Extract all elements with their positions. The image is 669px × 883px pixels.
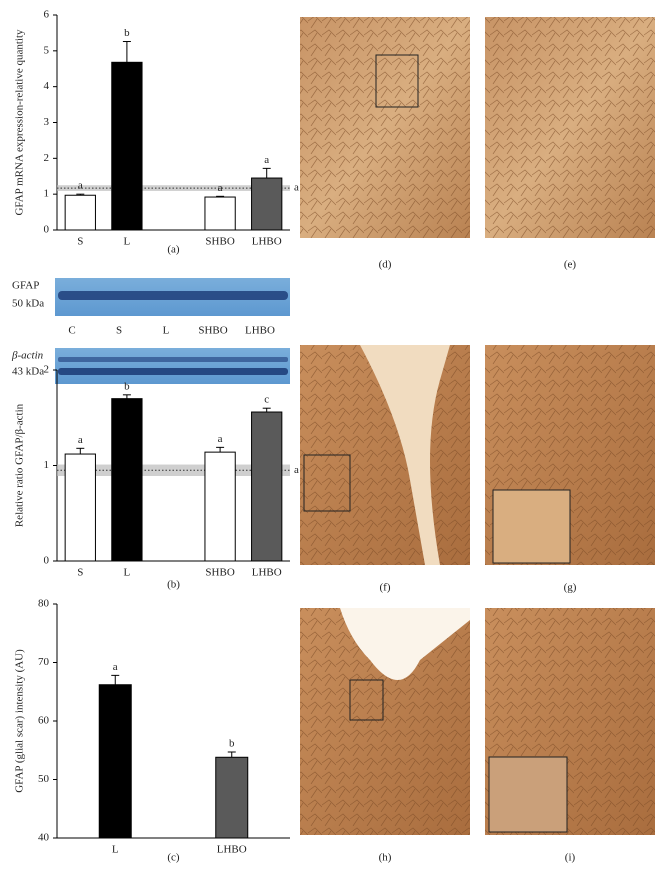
- panel-label: (a): [167, 244, 180, 256]
- panel-label: (d): [379, 259, 392, 271]
- y-tick-label: 60: [38, 715, 50, 727]
- significance-letter: a: [218, 433, 223, 445]
- y-axis-label: GFAP mRNA expression-relative quantity: [14, 29, 26, 216]
- panel-label: (c): [167, 852, 180, 864]
- y-tick-label: 1: [44, 188, 50, 200]
- x-tick-label: LHBO: [252, 567, 282, 579]
- x-tick-label: SHBO: [205, 567, 234, 579]
- panel-label: (f): [380, 582, 391, 594]
- significance-letter: a: [113, 661, 118, 673]
- blot-label: 43 kDa: [12, 366, 44, 378]
- gfap-blot: [55, 278, 290, 316]
- bar: [251, 411, 283, 562]
- y-axis-label: Relative ratio GFAP/β-actin: [14, 403, 26, 527]
- y-tick-label: 2: [44, 152, 50, 164]
- significance-letter: a: [78, 180, 83, 192]
- x-tick-label: SHBO: [205, 236, 234, 248]
- y-tick-label: 40: [38, 832, 50, 844]
- significance-letter: a: [78, 434, 83, 446]
- x-tick-label: L: [124, 236, 131, 248]
- y-tick-label: 1: [44, 459, 50, 471]
- significance-letter: a: [218, 182, 223, 194]
- x-tick-label: S: [77, 236, 83, 248]
- lane-label: S: [116, 325, 122, 337]
- significance-letter: b: [124, 380, 130, 392]
- lane-label: C: [68, 325, 75, 337]
- panel-label: (e): [564, 259, 577, 271]
- y-tick-label: 3: [44, 116, 50, 128]
- y-tick-label: 80: [38, 598, 50, 610]
- bar: [204, 451, 236, 562]
- x-tick-label: S: [77, 567, 83, 579]
- x-tick-label: L: [112, 844, 119, 856]
- bar: [215, 756, 249, 839]
- significance-letter: a: [264, 154, 269, 166]
- y-axis-label: GFAP (glial scar) intensity (AU): [14, 649, 26, 793]
- bar: [64, 194, 96, 231]
- blot-label: 50 kDa: [12, 298, 44, 310]
- lane-label: L: [163, 325, 170, 337]
- panel-label: (h): [379, 852, 392, 864]
- lane-label: LHBO: [245, 325, 275, 337]
- y-tick-label: 6: [44, 9, 50, 21]
- bar: [64, 453, 96, 562]
- y-tick-label: 4: [44, 80, 50, 92]
- panel-label: (i): [565, 852, 576, 864]
- y-tick-label: 0: [44, 224, 50, 236]
- x-tick-label: LHBO: [252, 236, 282, 248]
- panel-label: (b): [167, 579, 180, 591]
- y-tick-label: 2: [44, 364, 50, 376]
- x-tick-label: LHBO: [217, 844, 247, 856]
- y-tick-label: 70: [38, 656, 50, 668]
- panel-label: (g): [564, 582, 577, 594]
- y-tick-label: 5: [44, 44, 50, 56]
- x-tick-label: L: [124, 567, 131, 579]
- significance-letter: b: [229, 738, 235, 750]
- actin-blot: [55, 348, 290, 384]
- bar: [204, 196, 236, 231]
- reference-label: a: [294, 464, 299, 476]
- bar: [98, 684, 132, 839]
- blot-label: β-actin: [11, 350, 44, 362]
- blot-label: GFAP: [12, 280, 39, 292]
- bar: [111, 398, 143, 562]
- bar: [111, 61, 143, 231]
- y-tick-label: 50: [38, 773, 50, 785]
- micrographs: [300, 17, 655, 835]
- lane-label: SHBO: [198, 325, 227, 337]
- y-tick-label: 0: [44, 555, 50, 567]
- bar: [251, 177, 283, 231]
- significance-letter: b: [124, 27, 130, 39]
- significance-letter: c: [264, 394, 269, 406]
- reference-label: a: [294, 182, 299, 194]
